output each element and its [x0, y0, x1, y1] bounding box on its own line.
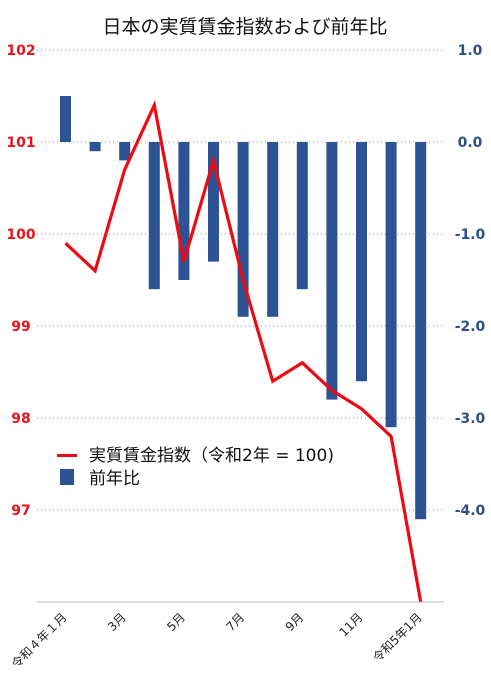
bar — [415, 142, 427, 520]
legend: 実質賃金指数（令和2年 = 100) 前年比 — [57, 446, 334, 489]
bar — [60, 96, 71, 142]
bar — [119, 142, 131, 161]
legend-swatch-bar — [60, 469, 74, 485]
series-line — [64, 99, 423, 603]
x-tick-label: 7月 — [223, 610, 247, 634]
x-tick-label: 令和４年１月 — [8, 610, 70, 672]
bar — [356, 142, 367, 382]
x-tick-label: 9月 — [283, 610, 307, 634]
left-axis-ticks: 97 98 99 100 101 102 — [6, 43, 35, 519]
left-tick-label: 100 — [6, 227, 35, 243]
bar — [385, 142, 397, 428]
left-tick-label: 99 — [11, 319, 30, 335]
right-tick-label: 0.0 — [458, 135, 483, 151]
x-tick-label: 5月 — [164, 610, 188, 634]
chart-title: 日本の実質賃金指数および前年比 — [102, 16, 387, 38]
right-tick-label: -2.0 — [455, 319, 486, 335]
x-axis-ticks: 令和４年１月 3月 5月 7月 9月 11月 令和5年1月 — [8, 610, 425, 672]
bar — [208, 142, 219, 262]
bar — [148, 142, 160, 290]
left-tick-label: 101 — [6, 135, 35, 151]
bar-series — [60, 96, 427, 520]
legend-swatch-line — [57, 454, 77, 457]
right-tick-label: -3.0 — [455, 411, 486, 427]
x-tick-label: 令和5年1月 — [369, 610, 424, 665]
bar — [267, 142, 279, 317]
bar — [237, 142, 249, 317]
left-tick-label: 102 — [6, 43, 35, 59]
left-tick-label: 97 — [11, 503, 30, 519]
line-series — [64, 99, 423, 603]
right-tick-label: -4.0 — [455, 503, 486, 519]
legend-label-bar: 前年比 — [89, 469, 140, 489]
bar — [178, 142, 190, 280]
right-tick-label: -1.0 — [455, 227, 486, 243]
x-tick-label: 11月 — [336, 610, 365, 639]
bar — [326, 142, 338, 400]
right-axis-ticks: -4.0 -3.0 -2.0 -1.0 0.0 1.0 — [455, 43, 486, 519]
left-tick-label: 98 — [11, 411, 30, 427]
bar — [296, 142, 308, 290]
right-tick-label: 1.0 — [458, 43, 483, 59]
legend-label-line: 実質賃金指数（令和2年 = 100) — [89, 446, 334, 466]
x-tick-label: 3月 — [105, 610, 129, 634]
bar — [89, 142, 101, 152]
